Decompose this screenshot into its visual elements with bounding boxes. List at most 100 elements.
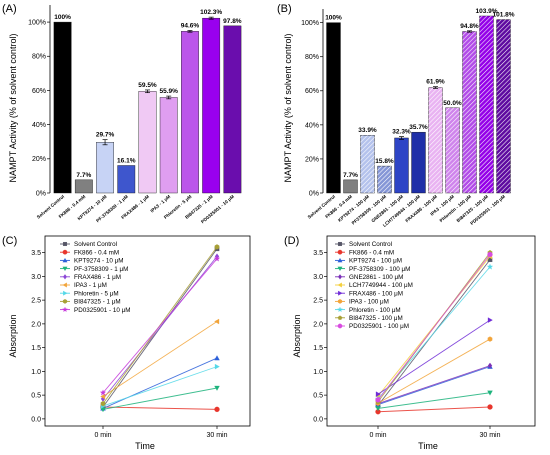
- d-legend-marker: [337, 266, 343, 272]
- c-legend-marker: [62, 306, 68, 312]
- c-data-point: [213, 255, 221, 262]
- c-y-tick-label: 1.0: [31, 369, 41, 376]
- c-series-line: [102, 387, 218, 410]
- a-bar: [159, 97, 178, 194]
- c-y-tick-label: 3.5: [31, 250, 41, 257]
- panel-c-y-axis-title: Absorption: [8, 314, 18, 357]
- a-data-label: 7.7%: [76, 172, 91, 179]
- c-data-point: [214, 385, 220, 391]
- b-y-tick-label: 80%: [305, 54, 319, 61]
- c-legend-marker: [62, 257, 68, 263]
- c-data-point: [100, 393, 106, 400]
- c-legend-entry: IPA3 - 1 μM: [74, 282, 107, 289]
- b-bar: [326, 22, 341, 194]
- d-legend-marker: [337, 323, 343, 329]
- c-legend-entry: FRAX486 - 1 μM: [74, 274, 121, 281]
- panel-b-y-axis-title: NAMPT Activity (% of solvent control): [283, 34, 293, 183]
- d-series-line: [377, 319, 491, 395]
- d-y-tick-label: 1.0: [313, 369, 323, 376]
- c-x-tick-label: 0 min: [94, 432, 111, 439]
- b-bar: [343, 179, 358, 194]
- d-legend-marker: [337, 257, 343, 263]
- d-series-line: [377, 254, 491, 401]
- panel-label-c: (C): [2, 235, 17, 247]
- c-legend-marker: [63, 274, 67, 280]
- d-legend-entry: GNE2861 - 100 μM: [349, 274, 403, 281]
- panel-a-y-axis-title: NAMPT Activity (% of solvent control): [8, 34, 18, 183]
- c-legend-entry: KPT9274 - 10 μM: [74, 258, 123, 265]
- c-legend-marker: [62, 299, 68, 304]
- a-data-label: 16.1%: [117, 157, 136, 164]
- a-y-tick-label: 100%: [28, 19, 46, 26]
- panel-c-plot-frame: [44, 235, 251, 427]
- panel-d-line-chart: (D) Absorption Time 0.0 0.5 1.0 1.5 2.0 2.5 3.…: [284, 235, 536, 451]
- d-legend-entry: KPT9274 - 100 μM: [349, 258, 402, 265]
- c-series-line: [102, 406, 218, 410]
- d-legend-entry: LCH7749944 - 100 μM: [349, 282, 413, 289]
- d-y-tick-label: 0.0: [313, 416, 323, 423]
- panel-a-bar-chart: (A) NAMPT Activity (% of solvent control…: [2, 3, 242, 224]
- d-legend-entry: FRAX486 - 100 μM: [349, 290, 403, 297]
- panel-label-a: (A): [2, 3, 17, 15]
- d-legend-entry: Phloretin - 100 μM: [349, 307, 401, 314]
- b-data-label: 50.0%: [443, 100, 462, 107]
- a-data-label: 29.7%: [96, 132, 115, 139]
- b-y-tick-label: 60%: [305, 88, 319, 95]
- d-series-line: [377, 366, 491, 406]
- a-y-tick-label: 20%: [32, 156, 46, 163]
- b-y-tick-label: 100%: [301, 20, 319, 27]
- d-legend-marker: [338, 290, 343, 296]
- panel-b-bar-chart: (B) NAMPT Activity (% of solvent control…: [277, 3, 515, 228]
- d-x-tick-label: 0 min: [369, 432, 386, 439]
- d-series-line: [377, 338, 491, 404]
- d-data-point: [487, 390, 493, 396]
- c-data-point: [214, 406, 220, 413]
- d-legend-marker: [337, 299, 343, 304]
- d-data-point: [486, 263, 494, 270]
- panel-d-x-axis-title: Time: [418, 441, 438, 451]
- c-legend-entry: Phloretin - 5 μM: [74, 290, 119, 297]
- d-series-line: [377, 256, 491, 397]
- b-bar-hatch: [360, 135, 375, 193]
- a-bar: [53, 21, 72, 194]
- c-series-line: [102, 256, 218, 400]
- a-bar: [117, 165, 136, 194]
- c-data-point: [99, 389, 107, 396]
- a-bar: [181, 31, 199, 194]
- c-series-line: [102, 366, 218, 407]
- panel-c-x-axis-title: Time: [135, 441, 155, 451]
- d-legend-marker: [337, 241, 343, 247]
- c-legend-marker: [62, 282, 67, 288]
- a-data-label: 59.5%: [138, 82, 157, 89]
- c-legend-entry: FK866 - 0.4 mM: [74, 249, 119, 256]
- c-y-tick-label: 2.0: [31, 321, 41, 328]
- c-data-point: [214, 318, 220, 325]
- d-legend-marker: [337, 249, 343, 255]
- a-y-tick-label: 40%: [32, 122, 46, 129]
- a-bar: [96, 142, 114, 194]
- c-y-tick-label: 2.5: [31, 298, 41, 305]
- d-data-point: [487, 404, 493, 410]
- d-legend-entry: PD0325901 - 100 μM: [349, 323, 409, 330]
- a-data-label: 100%: [54, 14, 71, 21]
- d-legend-entry: FK866 - 0.4 mM: [349, 249, 394, 256]
- c-series-line: [102, 258, 218, 394]
- a-y-tick-label: 80%: [32, 54, 46, 61]
- panel-d-plot-frame: [326, 235, 536, 427]
- d-data-point: [375, 391, 381, 397]
- panel-label-d: (D): [284, 235, 299, 247]
- a-data-label: 94.6%: [181, 22, 200, 29]
- d-series-line: [377, 392, 491, 409]
- b-category-label: Solvent Control: [307, 194, 336, 220]
- b-data-label: 7.7%: [343, 172, 358, 179]
- b-bar-hatch: [479, 15, 494, 194]
- b-data-label: 94.8%: [460, 23, 479, 30]
- d-data-point: [487, 251, 493, 258]
- c-y-tick-label: 0.5: [31, 393, 41, 400]
- c-data-point: [214, 363, 220, 370]
- d-legend-entry: BI847325 - 100 μM: [349, 315, 403, 322]
- d-series-line: [377, 365, 491, 405]
- c-legend-marker: [63, 290, 68, 296]
- b-y-tick-label: 40%: [305, 122, 319, 129]
